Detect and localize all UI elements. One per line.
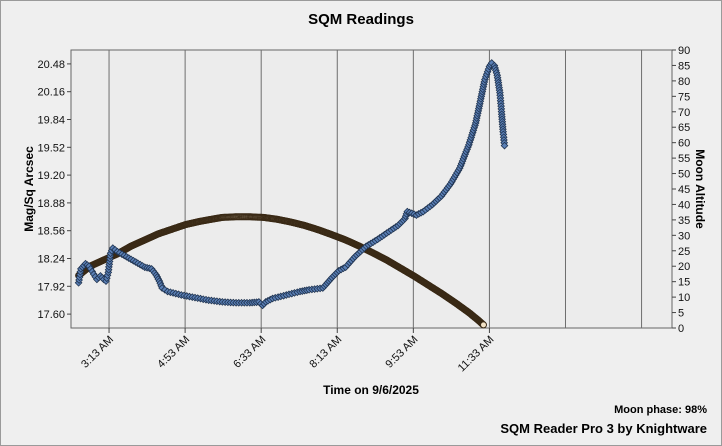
moon-point: [480, 321, 487, 329]
chart-title: SQM Readings: [308, 11, 414, 28]
y2-tick-label: 35: [678, 215, 690, 227]
sqm-point: [500, 141, 509, 150]
y-tick-label: 18.24: [37, 254, 65, 266]
y2-tick-label: 40: [678, 199, 690, 211]
y2-tick-label: 30: [678, 230, 690, 242]
y2-tick-label: 5: [678, 308, 684, 320]
moon-phase-label: Moon phase: 98%: [614, 404, 707, 416]
x-axis-title: Time on 9/6/2025: [323, 383, 419, 397]
y2-tick-label: 10: [678, 292, 690, 304]
y-axis-title: Mag/Sq Arcsec: [22, 146, 36, 232]
y2-tick-label: 20: [678, 261, 690, 273]
y-tick-label: 20.48: [37, 59, 65, 71]
y2-tick-label: 80: [678, 76, 690, 88]
y-axis-left: 17.60 17.92 18.24 18.56 18.88 19.20 19.52 19.84…: [37, 59, 71, 321]
y2-tick-label: 45: [678, 184, 690, 196]
x-tick-label: 4:53 AM: [155, 334, 192, 371]
y2-tick-label: 25: [678, 246, 690, 258]
x-tick-label: 8:13 AM: [307, 334, 344, 371]
y2-tick-label: 15: [678, 277, 690, 289]
y-axis-right: 0 5 10 15 20 25 30 35 40 45 50 55 60 65 70 75 80 85 90: [672, 45, 690, 335]
y-tick-label: 17.92: [37, 281, 65, 293]
y2-tick-label: 65: [678, 122, 690, 134]
x-axis: 3:13 AM 4:53 AM 6:33 AM 8:13 AM 9:53 AM 11:33…: [79, 328, 497, 375]
y-tick-label: 18.56: [37, 226, 65, 238]
x-tick-label: 3:13 AM: [79, 334, 116, 371]
y-tick-label: 18.88: [37, 198, 65, 210]
y-tick-label: 19.52: [37, 142, 65, 154]
x-tick-label: 11:33 AM: [456, 334, 497, 375]
y2-tick-label: 70: [678, 107, 690, 119]
y2-tick-label: 60: [678, 138, 690, 150]
y-tick-label: 17.60: [37, 309, 65, 321]
plot-frame: [70, 49, 673, 329]
y2-tick-label: 75: [678, 91, 690, 103]
x-tick-label: 9:53 AM: [383, 334, 420, 371]
y-tick-label: 19.84: [37, 115, 65, 127]
y2-axis-title: Moon Altitude: [693, 149, 707, 229]
x-tick-label: 6:33 AM: [231, 334, 268, 371]
y2-tick-label: 85: [678, 60, 690, 72]
series-points: [74, 59, 509, 329]
y-tick-label: 19.20: [37, 170, 65, 182]
footer-credit: SQM Reader Pro 3 by Knightware: [500, 421, 707, 436]
y2-tick-label: 50: [678, 169, 690, 181]
y2-tick-label: 0: [678, 323, 684, 335]
y2-tick-label: 90: [678, 45, 690, 57]
y-tick-label: 20.16: [37, 87, 65, 99]
y2-tick-label: 55: [678, 153, 690, 165]
